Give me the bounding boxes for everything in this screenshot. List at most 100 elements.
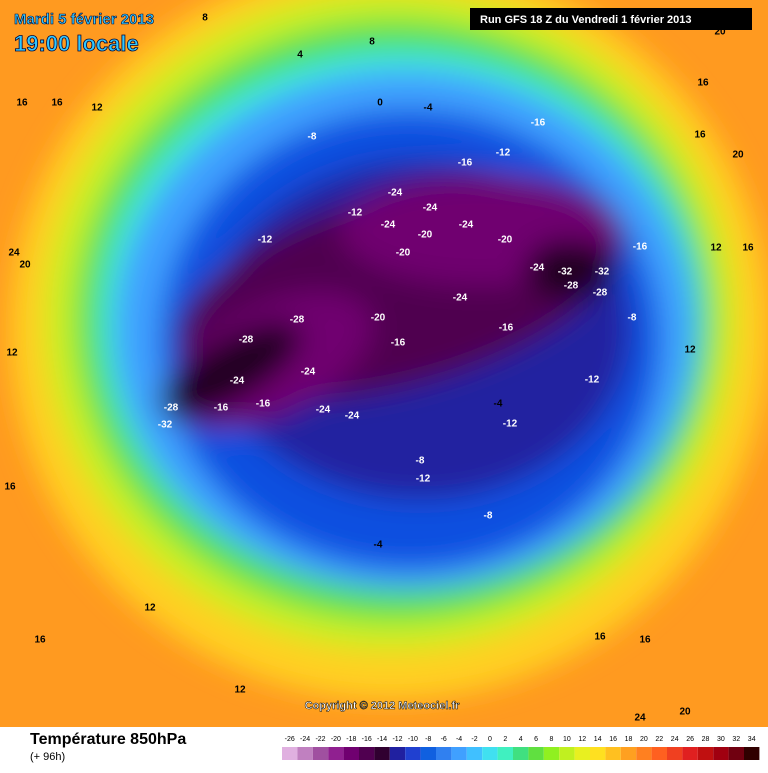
contour-label: -16 (391, 338, 406, 349)
contour-label: -12 (503, 419, 518, 430)
legend-title: Température 850hPa (30, 731, 186, 748)
copyright: Copyright © 2012 Meteociel.fr (305, 700, 461, 712)
contour-label: -16 (458, 158, 473, 169)
scale-label: 28 (702, 736, 710, 743)
scale-label: -2 (471, 736, 477, 743)
scale-label: 0 (488, 736, 492, 743)
contour-label: -24 (301, 367, 316, 378)
color-swatch (636, 747, 652, 760)
contour-label: 16 (16, 98, 28, 109)
scale-label: 24 (671, 736, 679, 743)
contour-label: 20 (679, 707, 691, 718)
contour-label: -28 (290, 315, 305, 326)
contour-label: 16 (742, 243, 754, 254)
scale-label: 4 (519, 736, 523, 743)
scale-label: 30 (717, 736, 725, 743)
color-swatch (744, 747, 760, 760)
contour-label: -32 (158, 420, 173, 431)
scale-label: -6 (441, 736, 447, 743)
contour-label: -4 (424, 103, 433, 114)
color-swatch (697, 747, 714, 760)
scale-label: 20 (640, 736, 648, 743)
contour-label: -20 (371, 313, 386, 324)
scale-label: 32 (732, 736, 740, 743)
color-swatch (513, 747, 529, 760)
contour-label: 12 (144, 603, 156, 614)
contour-label: 16 (51, 98, 63, 109)
contour-label: -24 (316, 405, 331, 416)
contour-label: -12 (496, 148, 511, 159)
contour-label: -24 (388, 188, 403, 199)
contour-label: -16 (256, 399, 271, 410)
scale-label: -4 (456, 736, 462, 743)
contour-label: -12 (258, 235, 273, 246)
color-swatch (343, 747, 359, 760)
contour-label: -24 (459, 220, 474, 231)
contour-label: 20 (19, 260, 31, 271)
scale-label: -10 (408, 736, 418, 743)
scale-label: 18 (625, 736, 633, 743)
color-swatch (559, 747, 575, 760)
contour-label: -16 (531, 118, 546, 129)
color-swatch (436, 747, 452, 760)
contour-label: -16 (499, 323, 514, 334)
contour-label: 16 (694, 130, 706, 141)
color-swatch (590, 747, 606, 760)
color-swatch (543, 747, 560, 760)
color-swatch (620, 747, 637, 760)
contour-label: -12 (416, 474, 431, 485)
contour-label: 0 (377, 98, 383, 109)
contour-label: -12 (348, 208, 363, 219)
contour-label: -28 (239, 335, 254, 346)
color-swatch (312, 747, 329, 760)
contour-label: -20 (418, 230, 433, 241)
color-swatch (389, 747, 406, 760)
contour-label: 16 (34, 635, 46, 646)
color-swatch (374, 747, 390, 760)
scale-label: 16 (609, 736, 617, 743)
color-swatch (359, 747, 375, 760)
contour-label: 16 (4, 482, 16, 493)
contour-label: 16 (594, 632, 606, 643)
contour-label: 24 (634, 713, 646, 724)
contour-label: -24 (530, 263, 545, 274)
contour-label: -28 (164, 403, 179, 414)
contour-label: 20 (732, 150, 744, 161)
contour-label: -4 (494, 399, 503, 410)
contour-label: 12 (710, 243, 722, 254)
contour-labels: 8 4 8 16 16 12 0 -4 -8 -16 -12 -16 -24 -24 -24 -24 -20 -2… (4, 13, 754, 724)
contour-label: 12 (684, 345, 696, 356)
contour-label: 12 (91, 103, 103, 114)
contour-label: -12 (585, 375, 600, 386)
contour-label: 20 (714, 27, 726, 38)
contour-label: 12 (234, 685, 246, 696)
contour-label: -28 (564, 281, 579, 292)
scale-label: 10 (563, 736, 571, 743)
contour-label: 8 (369, 37, 375, 48)
color-swatch (282, 747, 298, 760)
contour-label: 8 (202, 13, 208, 24)
contour-label: -8 (308, 132, 317, 143)
contour-label: -24 (453, 293, 468, 304)
map-time: 19:00 locale (14, 31, 139, 56)
color-swatch (466, 747, 483, 760)
scale-label: -18 (346, 736, 356, 743)
contour-label: -20 (498, 235, 513, 246)
color-swatch (328, 747, 344, 760)
contour-label: -32 (595, 267, 610, 278)
scale-label: -24 (300, 736, 310, 743)
scale-label: -12 (392, 736, 402, 743)
run-banner (470, 8, 752, 30)
color-swatch (451, 747, 467, 760)
map-date: Mardi 5 février 2013 (14, 11, 154, 28)
contour-label: 12 (6, 348, 18, 359)
contour-label: 4 (297, 50, 303, 61)
color-swatch (667, 747, 683, 760)
color-swatch (528, 747, 544, 760)
scale-label: 8 (550, 736, 554, 743)
contour-label: -8 (628, 313, 637, 324)
scale-label: 22 (655, 736, 663, 743)
color-swatch (405, 747, 421, 760)
color-swatch (651, 747, 667, 760)
contour-label: -24 (423, 203, 438, 214)
